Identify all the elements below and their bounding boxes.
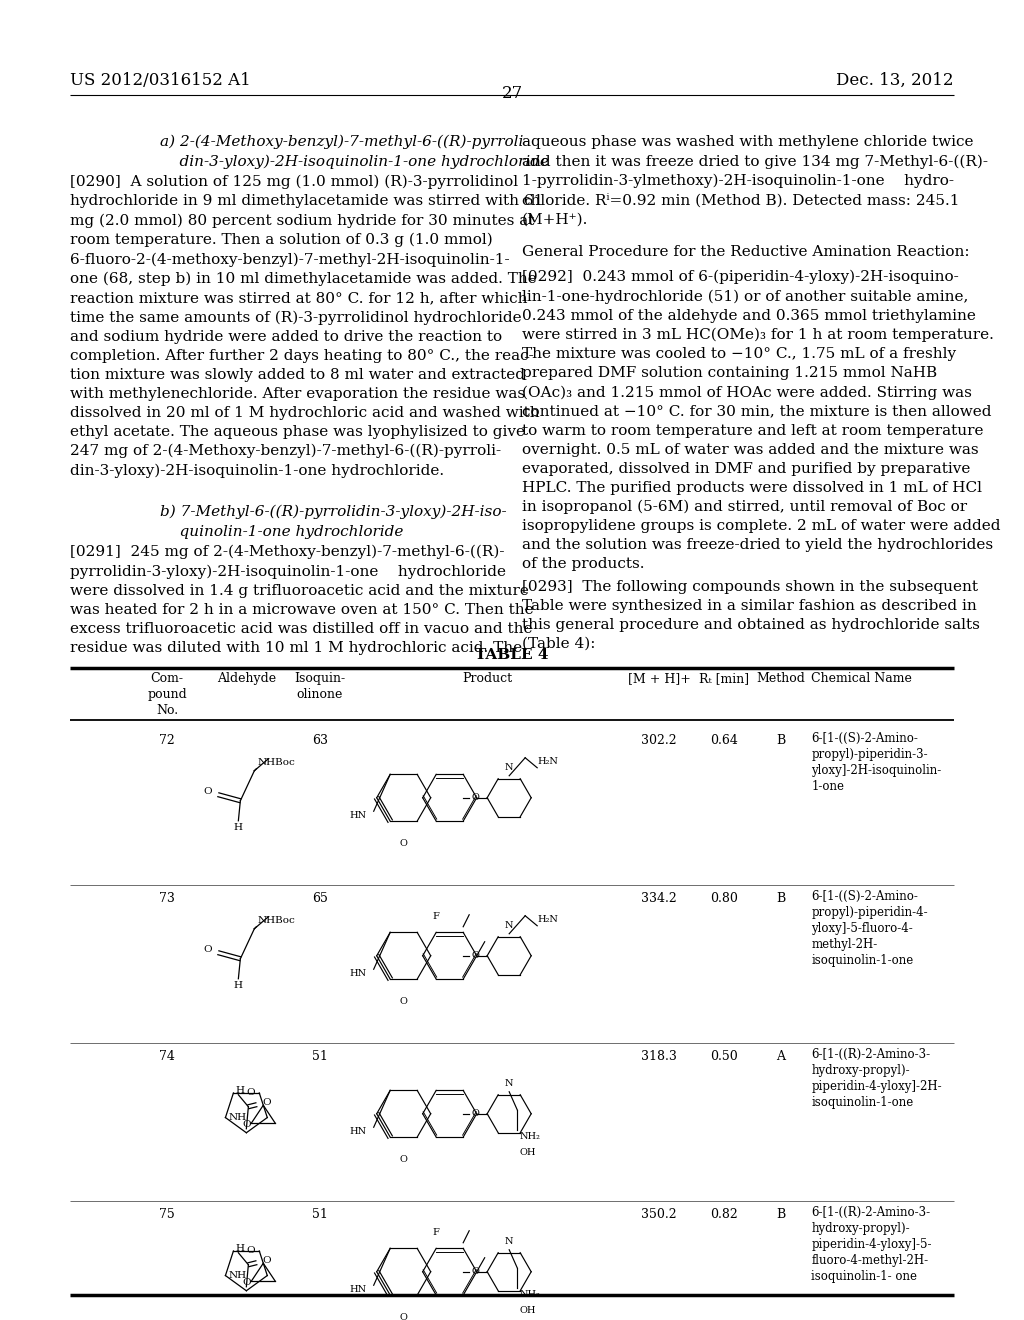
Text: F: F [433, 1228, 439, 1237]
Text: F: F [433, 912, 439, 921]
Text: O: O [247, 1089, 255, 1097]
Text: 51: 51 [311, 1049, 328, 1063]
Text: A: A [776, 1049, 785, 1063]
Text: OH: OH [519, 1148, 536, 1156]
Text: O: O [262, 1257, 271, 1266]
Text: 302.2: 302.2 [641, 734, 677, 747]
Text: 75: 75 [160, 1208, 175, 1221]
Text: O: O [204, 945, 212, 954]
Text: 0.82: 0.82 [711, 1208, 738, 1221]
Text: NH₂: NH₂ [519, 1290, 540, 1299]
Text: Isoquin-
olinone: Isoquin- olinone [294, 672, 345, 701]
Text: O: O [247, 1246, 255, 1255]
Text: 334.2: 334.2 [641, 892, 677, 906]
Text: 6-[1-((R)-2-Amino-3-
hydroxy-propyl)-
piperidin-4-yloxy]-5-
fluoro-4-methyl-2H-
: 6-[1-((R)-2-Amino-3- hydroxy-propyl)- pi… [811, 1206, 932, 1283]
Text: [0293]  The following compounds shown in the subsequent
Table were synthesized i: [0293] The following compounds shown in … [522, 579, 980, 651]
Text: a) 2-(4-Methoxy-benzyl)-7-methyl-6-((R)-pyrroli-
    din-3-yloxy)-2H-isoquinolin: a) 2-(4-Methoxy-benzyl)-7-methyl-6-((R)-… [160, 135, 549, 169]
Text: [0291]  245 mg of 2-(4-Methoxy-benzyl)-7-methyl-6-((R)-
pyrrolidin-3-yloxy)-2H-i: [0291] 245 mg of 2-(4-Methoxy-benzyl)-7-… [70, 545, 534, 655]
Text: O: O [399, 838, 408, 847]
Text: O: O [399, 997, 408, 1006]
Text: NHBoc: NHBoc [257, 916, 295, 925]
Text: H: H [233, 981, 243, 990]
Text: 6-[1-((S)-2-Amino-
propyl)-piperidin-4-
yloxy]-5-fluoro-4-
methyl-2H-
isoquinoli: 6-[1-((S)-2-Amino- propyl)-piperidin-4- … [811, 890, 928, 968]
Text: N: N [505, 1237, 513, 1246]
Text: General Procedure for the Reductive Amination Reaction:: General Procedure for the Reductive Amin… [522, 246, 970, 259]
Text: O: O [399, 1155, 408, 1164]
Text: Method: Method [757, 672, 805, 685]
Text: 0.80: 0.80 [711, 892, 738, 906]
Text: H: H [233, 822, 243, 832]
Text: H₂N: H₂N [538, 756, 558, 766]
Text: B: B [776, 892, 785, 906]
Text: B: B [776, 734, 785, 747]
Text: O: O [242, 1119, 251, 1129]
Text: 6-[1-((S)-2-Amino-
propyl)-piperidin-3-
yloxy]-2H-isoquinolin-
1-one: 6-[1-((S)-2-Amino- propyl)-piperidin-3- … [811, 733, 941, 793]
Text: H: H [236, 1243, 245, 1253]
Text: O: O [242, 1278, 251, 1287]
Text: 350.2: 350.2 [641, 1208, 677, 1221]
Text: TABLE 4: TABLE 4 [475, 648, 549, 663]
Text: Dec. 13, 2012: Dec. 13, 2012 [837, 73, 954, 88]
Text: aqueous phase was washed with methylene chloride twice
and then it was freeze dr: aqueous phase was washed with methylene … [522, 135, 988, 227]
Text: [0292]  0.243 mmol of 6-(piperidin-4-yloxy)-2H-isoquino-
lin-1-one-hydrochloride: [0292] 0.243 mmol of 6-(piperidin-4-ylox… [522, 271, 1000, 572]
Text: US 2012/0316152 A1: US 2012/0316152 A1 [70, 73, 251, 88]
Text: O: O [471, 1109, 479, 1118]
Text: 27: 27 [502, 84, 522, 102]
Text: NH: NH [228, 1113, 247, 1122]
Text: N: N [505, 1078, 513, 1088]
Text: 72: 72 [160, 734, 175, 747]
Text: OH: OH [519, 1305, 536, 1315]
Text: O: O [471, 952, 479, 960]
Text: 65: 65 [311, 892, 328, 906]
Text: 74: 74 [160, 1049, 175, 1063]
Text: 73: 73 [160, 892, 175, 906]
Text: [M + H]+: [M + H]+ [628, 672, 690, 685]
Text: 0.64: 0.64 [711, 734, 738, 747]
Text: NH: NH [228, 1271, 247, 1280]
Text: Com-
pound
No.: Com- pound No. [147, 672, 187, 717]
Text: Chemical Name: Chemical Name [811, 672, 912, 685]
Text: H: H [236, 1086, 245, 1094]
Text: NHBoc: NHBoc [257, 758, 295, 767]
Text: Rₜ [min]: Rₜ [min] [699, 672, 750, 685]
Text: O: O [471, 793, 479, 803]
Text: HN: HN [349, 810, 367, 820]
Text: NH₂: NH₂ [519, 1131, 540, 1140]
Text: O: O [262, 1098, 271, 1107]
Text: B: B [776, 1208, 785, 1221]
Text: Product: Product [463, 672, 513, 685]
Text: H₂N: H₂N [538, 915, 558, 924]
Text: N: N [505, 763, 513, 772]
Text: HN: HN [349, 1284, 367, 1294]
Text: HN: HN [349, 969, 367, 978]
Text: 0.50: 0.50 [711, 1049, 738, 1063]
Text: 51: 51 [311, 1208, 328, 1221]
Text: O: O [471, 1267, 479, 1276]
Text: [0290]  A solution of 125 mg (1.0 mmol) (R)-3-pyrrolidinol
hydrochloride in 9 ml: [0290] A solution of 125 mg (1.0 mmol) (… [70, 176, 544, 478]
Text: b) 7-Methyl-6-((R)-pyrrolidin-3-yloxy)-2H-iso-
    quinolin-1-one hydrochloride: b) 7-Methyl-6-((R)-pyrrolidin-3-yloxy)-2… [160, 506, 507, 539]
Text: Aldehyde: Aldehyde [217, 672, 275, 685]
Text: O: O [204, 787, 212, 796]
Text: O: O [399, 1313, 408, 1320]
Text: 318.3: 318.3 [641, 1049, 677, 1063]
Text: HN: HN [349, 1127, 367, 1135]
Text: 63: 63 [311, 734, 328, 747]
Text: 6-[1-((R)-2-Amino-3-
hydroxy-propyl)-
piperidin-4-yloxy]-2H-
isoquinolin-1-one: 6-[1-((R)-2-Amino-3- hydroxy-propyl)- pi… [811, 1048, 942, 1109]
Text: N: N [505, 921, 513, 929]
